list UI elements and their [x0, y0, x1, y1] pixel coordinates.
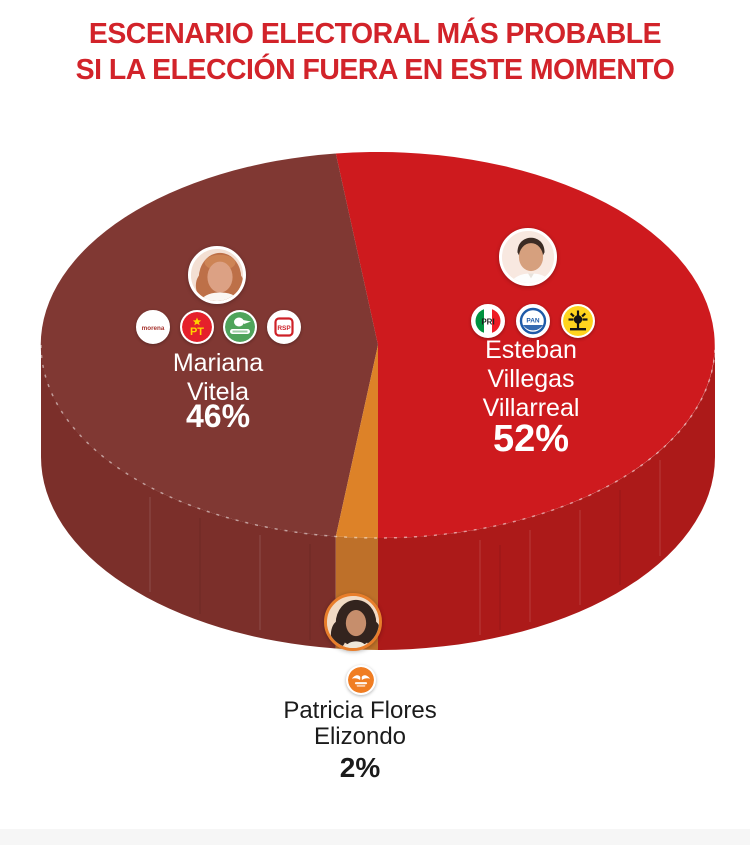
pan-icon: PAN — [518, 306, 548, 336]
chart-title: ESCENARIO ELECTORAL MÁS PROBABLE SI LA E… — [8, 16, 743, 88]
bottom-page-edge — [0, 829, 750, 845]
pt-icon: PT — [182, 312, 212, 342]
svg-text:PT: PT — [190, 326, 204, 338]
avatar-patricia-illustration — [327, 596, 379, 648]
svg-text:PRI: PRI — [481, 318, 494, 327]
chart-title-line2: SI LA ELECCIÓN FUERA EN ESTE MOMENTO — [75, 54, 675, 86]
party-logo-prd — [561, 304, 595, 338]
pie-rim-dashed-line — [40, 344, 716, 539]
pie-slice-villegas — [335, 152, 715, 539]
morena-icon: morena — [138, 312, 168, 342]
pri-icon: PRI — [473, 306, 503, 336]
chart-title-line1: ESCENARIO ELECTORAL MÁS PROBABLE — [88, 18, 662, 50]
svg-text:morena: morena — [142, 325, 165, 332]
movimiento-ciudadano-eagle-icon — [348, 667, 374, 693]
party-logo-pvem — [223, 310, 257, 344]
label-patricia-flores: Patricia Flores Elizondo — [283, 697, 437, 750]
svg-text:RSP: RSP — [277, 325, 291, 332]
pie-slice-flores — [335, 345, 378, 539]
pct-esteban-villegas: 52% — [492, 418, 570, 460]
pie-slice-vitela — [40, 153, 379, 537]
rsp-icon: RSP — [269, 312, 299, 342]
party-logo-mc — [346, 665, 376, 695]
pct-mariana-vitela: 46% — [185, 398, 251, 434]
party-logo-rsp: RSP — [267, 310, 301, 344]
party-logo-pan: PAN — [516, 304, 550, 338]
avatar-esteban-illustration — [502, 231, 554, 283]
avatar-esteban-villegas — [499, 228, 557, 286]
pie-side-villegas — [378, 345, 715, 650]
pvem-toucan-icon — [225, 312, 255, 342]
pct-patricia-flores: 2% — [339, 752, 381, 783]
prd-sun-icon — [563, 306, 593, 336]
avatar-patricia-flores — [324, 593, 382, 651]
party-logo-pri: PRI — [471, 304, 505, 338]
label-esteban-villegas: Esteban Villegas Villarreal — [482, 336, 580, 422]
avatar-mariana-vitela — [188, 246, 246, 304]
pie-side-vitela — [41, 345, 336, 649]
label-mariana-vitela: Mariana Vitela — [172, 349, 264, 406]
party-logo-pt: PT — [180, 310, 214, 344]
party-logo-morena: morena — [136, 310, 170, 344]
pie-side-texture — [149, 460, 661, 640]
svg-text:PAN: PAN — [526, 318, 540, 325]
